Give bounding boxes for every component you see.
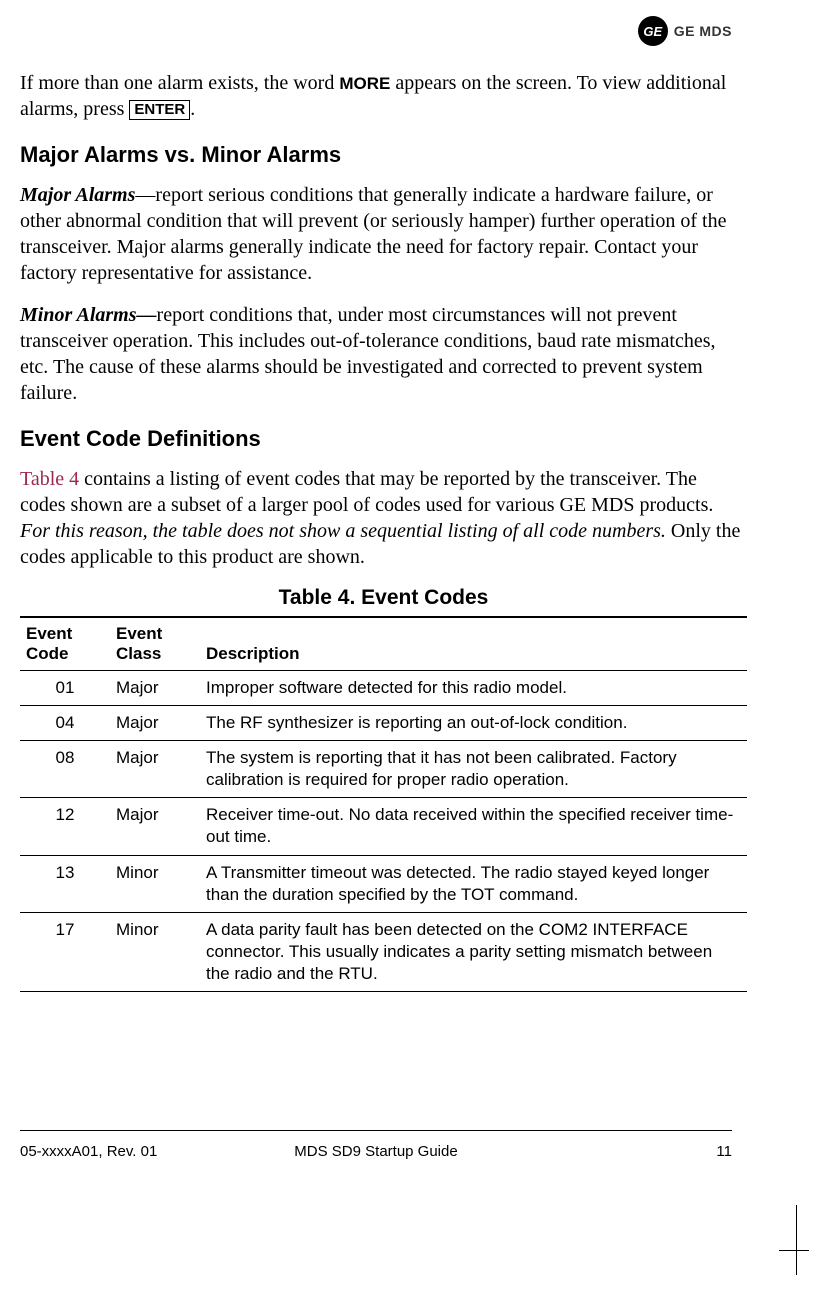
cell-class: Minor <box>110 855 200 912</box>
event-codes-table: Event Code Event Class Description 01 Ma… <box>20 616 747 992</box>
cell-desc: Receiver time-out. No data received with… <box>200 798 747 855</box>
major-alarms-paragraph: Major Alarms—report serious conditions t… <box>20 182 747 286</box>
intro-paragraph: If more than one alarm exists, the word … <box>20 70 747 122</box>
crop-mark-horizontal <box>779 1250 809 1251</box>
cell-class: Major <box>110 671 200 706</box>
footer-page-number: 11 <box>716 1143 732 1160</box>
crop-marks <box>779 1205 809 1295</box>
heading-event-code-defs: Event Code Definitions <box>20 426 747 452</box>
minor-alarms-lead: Minor Alarms— <box>20 304 157 326</box>
heading-major-vs-minor: Major Alarms vs. Minor Alarms <box>20 142 747 168</box>
intro-end: . <box>190 98 195 120</box>
more-word: MORE <box>339 74 390 93</box>
table-row: 13 Minor A Transmitter timeout was detec… <box>20 855 747 912</box>
cell-code: 13 <box>20 855 110 912</box>
cell-class: Major <box>110 706 200 741</box>
cell-code: 01 <box>20 671 110 706</box>
footer-doc-id: 05-xxxxA01, Rev. 01 <box>20 1143 157 1160</box>
col-header-code: Event Code <box>20 617 110 671</box>
crop-mark-vertical <box>796 1205 797 1275</box>
cell-code: 12 <box>20 798 110 855</box>
table-row: 01 Major Improper software detected for … <box>20 671 747 706</box>
cell-code: 17 <box>20 912 110 991</box>
ge-monogram-icon: GE <box>638 16 668 46</box>
table-4-reference: Table 4 <box>20 468 79 490</box>
table-header-row: Event Code Event Class Description <box>20 617 747 671</box>
enter-key-box: ENTER <box>129 100 190 120</box>
intro-prefix: If more than one alarm exists, the word <box>20 72 339 94</box>
cell-code: 08 <box>20 741 110 798</box>
cell-desc: The system is reporting that it has not … <box>200 741 747 798</box>
header-logo: GE GE MDS <box>638 16 732 46</box>
footer-title: MDS SD9 Startup Guide <box>294 1143 457 1160</box>
event-code-paragraph: Table 4 contains a listing of event code… <box>20 466 747 570</box>
table-row: 17 Minor A data parity fault has been de… <box>20 912 747 991</box>
cell-class: Major <box>110 798 200 855</box>
cell-class: Major <box>110 741 200 798</box>
cell-class: Minor <box>110 912 200 991</box>
cell-code: 04 <box>20 706 110 741</box>
page-footer: 05-xxxxA01, Rev. 01 MDS SD9 Startup Guid… <box>20 1130 732 1160</box>
cell-desc: The RF synthesizer is reporting an out-o… <box>200 706 747 741</box>
event-para-a: contains a listing of event codes that m… <box>20 468 713 516</box>
col-header-desc: Description <box>200 617 747 671</box>
cell-desc: Improper software detected for this radi… <box>200 671 747 706</box>
major-alarms-lead: Major Alarms <box>20 184 135 206</box>
table-row: 04 Major The RF synthesizer is reporting… <box>20 706 747 741</box>
col-header-class-text: Event Class <box>116 624 162 663</box>
cell-desc: A data parity fault has been detected on… <box>200 912 747 991</box>
ge-monogram-text: GE <box>643 24 662 39</box>
table-row: 12 Major Receiver time-out. No data rece… <box>20 798 747 855</box>
cell-desc: A Transmitter timeout was detected. The … <box>200 855 747 912</box>
col-header-code-text: Event Code <box>26 624 72 663</box>
table-row: 08 Major The system is reporting that it… <box>20 741 747 798</box>
event-para-italic: For this reason, the table does not show… <box>20 520 666 542</box>
table-title: Table 4. Event Codes <box>20 586 747 610</box>
ge-mds-label: GE MDS <box>674 23 732 39</box>
page-content: If more than one alarm exists, the word … <box>20 70 747 992</box>
minor-alarms-paragraph: Minor Alarms—report conditions that, und… <box>20 302 747 406</box>
col-header-desc-text: Description <box>206 644 300 663</box>
col-header-class: Event Class <box>110 617 200 671</box>
